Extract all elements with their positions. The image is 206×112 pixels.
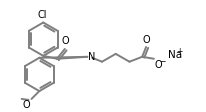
Text: O: O: [155, 60, 163, 70]
Text: O: O: [62, 36, 70, 46]
Text: O: O: [142, 35, 150, 45]
Text: −: −: [159, 57, 166, 66]
Text: Na: Na: [168, 50, 182, 60]
Text: +: +: [177, 47, 183, 56]
Text: O: O: [23, 100, 30, 110]
Text: Cl: Cl: [37, 10, 47, 20]
Text: N: N: [88, 52, 96, 62]
